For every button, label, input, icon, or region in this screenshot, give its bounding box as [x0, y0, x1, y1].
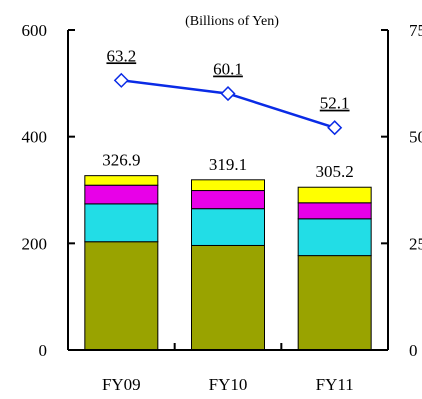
line-value-label: 52.1: [320, 94, 350, 113]
category-label: FY10: [209, 375, 248, 394]
line-layer: [113, 72, 343, 136]
bar-segment-fy11-1: [297, 255, 372, 351]
left-tick-label: 0: [39, 341, 48, 360]
bar-segment-fy11-4: [297, 186, 372, 204]
bar-segment-fy10-3: [191, 190, 265, 210]
bar-segment-fy09-3: [84, 184, 159, 205]
bar-segment-fy09-4: [84, 175, 159, 186]
unit-label: (Billions of Yen): [185, 14, 279, 29]
right-tick-label: 25: [409, 234, 422, 253]
bar-segment-fy09-2: [84, 203, 159, 243]
line-marker: [327, 120, 343, 136]
bar-segment-fy10-1: [191, 244, 265, 351]
bars: [84, 175, 372, 351]
bar-segment-fy09-1: [84, 241, 159, 351]
line-marker: [220, 86, 236, 102]
labels: 326.9 319.1 305.2 63.2 60.1 52.1: [102, 46, 354, 181]
line-value-label: 63.2: [106, 46, 136, 65]
bar-segment-fy11-3: [297, 202, 372, 220]
left-tick-label: 600: [22, 21, 48, 40]
category-label: FY11: [316, 375, 354, 394]
bar-segment-fy11-2: [297, 218, 372, 257]
line-marker: [113, 72, 129, 88]
left-tick-label: 200: [22, 234, 48, 253]
axes: 0 200 400 600 0 25 50 75 FY09 FY10 FY11: [22, 21, 422, 394]
bar-segment-fy10-4: [191, 179, 265, 192]
right-tick-label: 0: [409, 341, 418, 360]
bar-total-label: 305.2: [316, 162, 354, 181]
bar-total-label: 319.1: [209, 155, 247, 174]
right-tick-label: 50: [409, 128, 422, 147]
bar-total-label: 326.9: [102, 151, 140, 170]
right-tick-label: 75: [409, 21, 422, 40]
left-tick-label: 400: [22, 128, 48, 147]
line-value-label: 60.1: [213, 60, 243, 79]
category-label: FY09: [102, 375, 141, 394]
bar-segment-fy10-2: [191, 208, 265, 246]
